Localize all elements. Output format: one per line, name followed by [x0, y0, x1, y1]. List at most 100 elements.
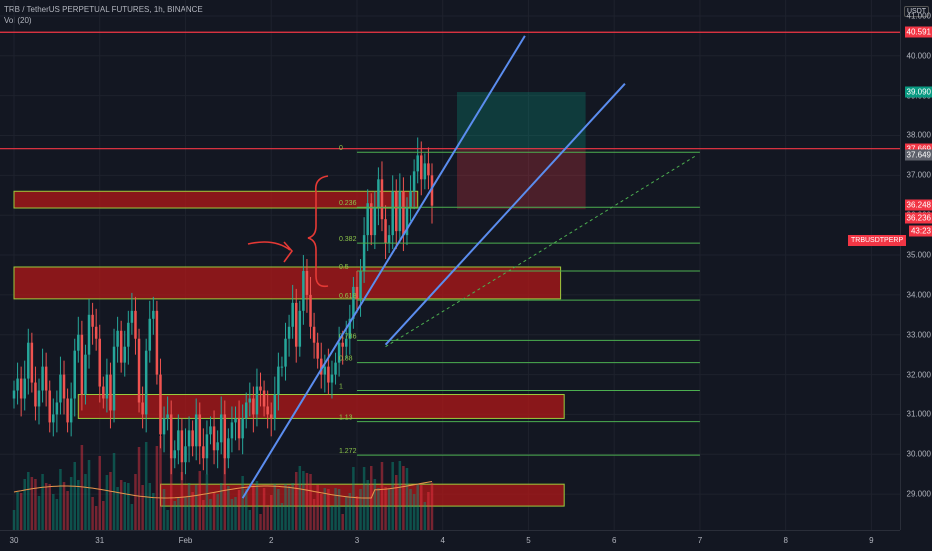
time-axis[interactable]: 30 31 Feb 2 3 4 5 6 7 8 9 [0, 530, 900, 551]
candle-body [130, 310, 134, 323]
fib-level-label: 1.272 [339, 448, 357, 455]
fib-level-label: 0.618 [339, 293, 357, 300]
volume-bar [105, 475, 109, 530]
price-tag: 37.649 [904, 149, 932, 161]
volume-bar [269, 495, 273, 530]
price-tag: 40.591 [904, 26, 932, 38]
volume-bar [244, 489, 248, 530]
volume-bar [316, 485, 319, 530]
fib-level-label: 0 [339, 145, 343, 152]
volume-bar [387, 489, 391, 530]
candle-body [173, 450, 177, 459]
supply-demand-zone [77, 394, 565, 419]
volume-bar [402, 466, 405, 530]
time-tick-label: 9 [869, 536, 874, 545]
candle-body [162, 418, 166, 435]
candle-body [180, 430, 184, 463]
volume-bar [109, 472, 112, 530]
fib-level-label: 1.13 [339, 415, 353, 422]
volume-bar [377, 488, 380, 530]
candle-body [69, 398, 73, 423]
volume-bar [366, 480, 369, 530]
candle-body [23, 378, 26, 399]
candle-body [91, 314, 94, 327]
candle-body [277, 366, 280, 395]
candle-body [223, 414, 227, 459]
volume-bar [173, 501, 177, 530]
candle-body [44, 366, 48, 391]
candle-body [266, 406, 269, 415]
price-tick-label: 38.000 [906, 130, 931, 140]
candle-body [398, 191, 402, 232]
supply-demand-zone [159, 483, 565, 507]
fib-level-label: 0.5 [339, 264, 349, 271]
volume-bar [223, 453, 227, 530]
candle-body [362, 235, 366, 271]
candle-body [244, 402, 248, 419]
price-tick-label: 37.000 [906, 170, 931, 180]
currency-button[interactable]: USDT [904, 6, 930, 17]
price-tick-label: 32.000 [906, 370, 931, 380]
candle-body [205, 434, 209, 459]
supply-demand-zone [13, 266, 562, 300]
volume-bar [205, 474, 209, 530]
candle-body [230, 422, 234, 439]
volume-indicator-label[interactable]: Vol (20) [4, 16, 32, 25]
candle-body [109, 374, 112, 411]
time-tick-label: 8 [783, 536, 788, 545]
candle-body [48, 390, 51, 423]
volume-bar [73, 462, 76, 530]
volume-bar [77, 480, 80, 530]
time-tick-label: 6 [611, 536, 617, 545]
volume-bar [341, 514, 344, 530]
price-tick-label: 31.000 [906, 409, 931, 419]
volume-bar [212, 492, 216, 530]
candle-body [219, 414, 223, 443]
chart-header: TRB / TetherUS PERPETUAL FUTURES, 1h, BI… [4, 4, 203, 26]
candle-body [316, 342, 319, 359]
volume-ma-line [13, 481, 433, 499]
candle-body [273, 394, 277, 419]
candle-body [234, 418, 237, 423]
candle-body [380, 179, 384, 220]
candle-body [77, 334, 80, 351]
volume-bar [330, 506, 334, 530]
candle-body [52, 414, 55, 423]
volume-bar [34, 479, 37, 530]
candle-body [269, 414, 273, 419]
volume-bar [144, 442, 148, 530]
candle-body [19, 378, 23, 399]
volume-bar [327, 489, 330, 530]
volume-bar [62, 482, 66, 530]
price-chart[interactable]: 00.2360.3820.50.6180.7860.8811.131.2721.… [0, 0, 900, 530]
candle-body [12, 390, 16, 399]
candle-body [412, 171, 416, 192]
candle-body [169, 414, 173, 459]
candle-body [366, 203, 369, 236]
candle-body [66, 398, 69, 423]
candle-body [319, 358, 323, 375]
price-tick-label: 35.000 [906, 250, 931, 260]
trend-line [384, 83, 626, 346]
candle-body [227, 438, 230, 459]
volume-bar [37, 496, 41, 530]
volume-bar [294, 472, 298, 530]
candle-body [241, 418, 244, 439]
candle-body [41, 366, 44, 391]
candle-body [198, 414, 202, 447]
volume-bar [194, 485, 198, 530]
symbol-title[interactable]: TRB / TetherUS PERPETUAL FUTURES, 1h, BI… [4, 5, 203, 14]
volume-bar [134, 474, 137, 530]
volume-bar [187, 483, 191, 530]
volume-bar [91, 497, 94, 530]
price-tag: 43:23 [908, 225, 932, 237]
volume-bar [405, 468, 409, 530]
volume-bar [141, 485, 144, 530]
price-axis[interactable]: 41.00040.00039.00038.00037.00036.00035.0… [900, 0, 932, 530]
candle-body [423, 163, 427, 180]
volume-bar [80, 445, 84, 530]
candle-body [370, 203, 373, 236]
candle-body [155, 310, 159, 375]
volume-bar [84, 474, 87, 530]
candle-body [237, 418, 241, 439]
